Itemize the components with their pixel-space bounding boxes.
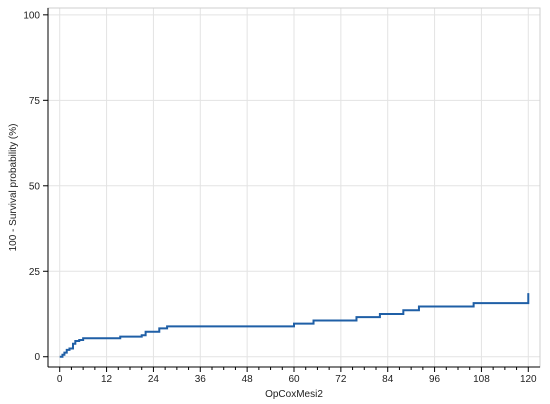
x-tick-label: 48 xyxy=(242,374,254,385)
x-tick-label: 72 xyxy=(335,374,347,385)
y-tick-label: 0 xyxy=(34,352,40,363)
series xyxy=(59,293,530,358)
x-tick-label: 24 xyxy=(148,374,160,385)
x-tick-label: 12 xyxy=(101,374,113,385)
x-tick-label: 96 xyxy=(429,374,441,385)
x-tick-label: 60 xyxy=(288,374,300,385)
x-tick-label: 0 xyxy=(57,374,63,385)
y-tick-label: 25 xyxy=(29,267,41,278)
series-line-0 xyxy=(59,293,530,358)
y-tick-label: 50 xyxy=(29,181,41,192)
y-tick-label: 100 xyxy=(23,10,40,21)
x-tick-label: 36 xyxy=(195,374,207,385)
x-tick-label: 84 xyxy=(382,374,394,385)
x-tick-label: 120 xyxy=(520,374,537,385)
y-axis-title: 100 - Survival probability (%) xyxy=(8,124,19,252)
ticks: 0 12 24 36 48 60 72 84 96 108 120 0 25 50 75 100 xyxy=(23,10,537,385)
grid xyxy=(48,8,540,367)
x-axis-title: OpCoxMesi2 xyxy=(265,389,323,400)
y-tick-label: 75 xyxy=(29,96,41,107)
x-tick-label: 108 xyxy=(473,374,490,385)
